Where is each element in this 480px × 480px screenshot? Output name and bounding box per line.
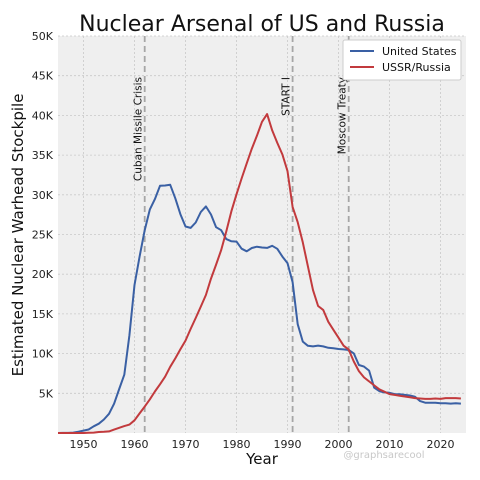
annotation-labels: Cuban Missile Crisis START I Moscow Treaty [133,77,349,181]
y-tick-label: 20K [32,268,54,281]
x-axis-label: Year [245,450,279,468]
y-tick-label: 35K [32,149,54,162]
x-tick-label: 2020 [427,438,455,451]
y-tick-label: 25K [32,229,54,242]
y-axis-label: Estimated Nuclear Warhead Stockpile [9,94,27,377]
legend: United States USSR/Russia [342,39,462,81]
y-tick-label: 15K [32,308,54,321]
x-tick-label: 1960 [121,438,149,451]
y-tick-label: 5K [39,387,54,400]
legend-label: United States [382,45,457,58]
y-tick-label: 10K [32,348,54,361]
legend-label: USSR/Russia [382,61,451,74]
chart-title: Nuclear Arsenal of US and Russia [79,12,445,37]
y-tick-label: 45K [32,70,54,83]
series-line [58,113,461,434]
annotation-label: Moscow Treaty [337,77,349,154]
x-tick-label: 1980 [223,438,251,451]
x-tick-label: 1950 [70,438,98,451]
x-tick-label: 1990 [274,438,302,451]
annotation-label: Cuban Missile Crisis [133,77,145,181]
annotation-label: START I [281,77,293,116]
x-tick-label: 2010 [376,438,404,451]
axis-ticks: 1950 1960 1970 1980 1990 2000 2010 2020 5K 10K 15K… [32,30,455,451]
watermark-text: @graphsarecool [343,450,424,461]
y-tick-label: 40K [32,109,54,122]
x-tick-label: 2000 [325,438,353,451]
annotation-lines [143,36,350,433]
x-tick-label: 1970 [172,438,200,451]
grid [58,35,466,433]
series-lines [57,113,461,434]
y-tick-label: 50K [32,30,54,43]
y-tick-label: 30K [32,189,54,202]
